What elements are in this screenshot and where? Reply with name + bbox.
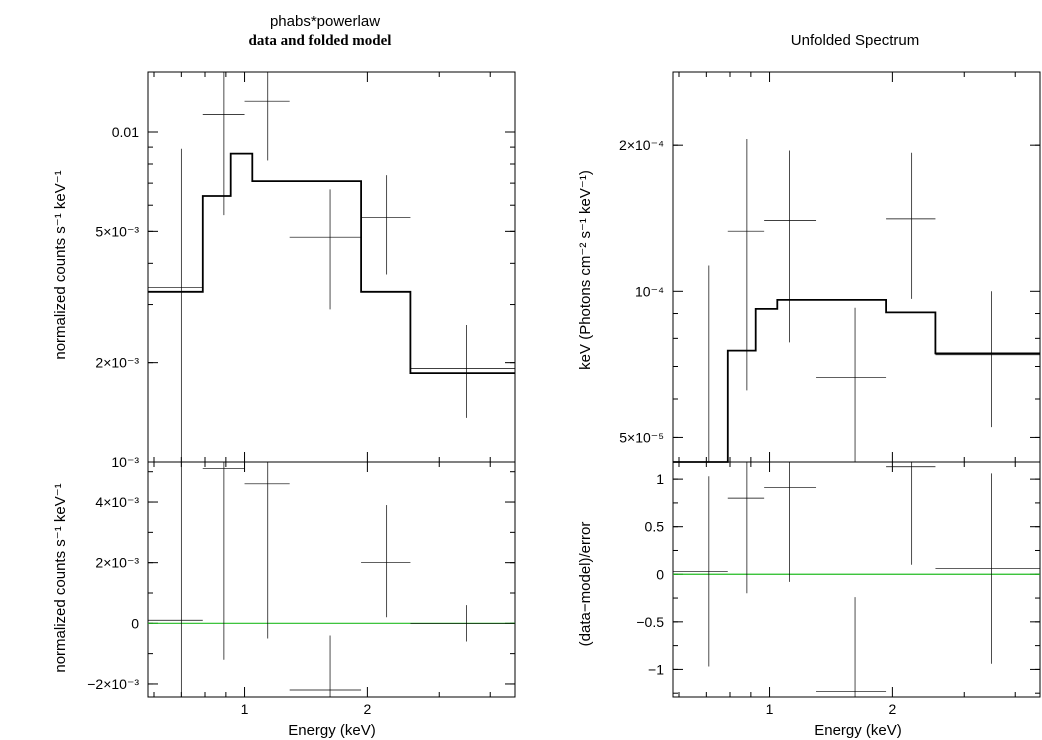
data-point [764,150,817,343]
left-top-ylabel: normalized counts s⁻¹ keV⁻¹ [52,170,69,359]
y-tick-label: 5×10⁻⁵ [619,429,664,445]
data-point [361,505,411,618]
data-point [886,152,936,299]
data-point [410,325,515,418]
y-tick-label: 1 [656,471,664,487]
left-subtitle: data and folded model [249,33,392,49]
y-tick-label: 2×10⁻³ [95,355,139,371]
y-tick-label: 2×10⁻⁴ [619,137,664,153]
right-title: Unfolded Spectrum [791,32,919,49]
left-title: phabs*powerlaw [270,13,380,30]
data-point [727,462,765,594]
y-tick-label: 0 [656,566,664,582]
data-point [816,597,887,697]
left-top-plot: 10⁻³ 2×10⁻³ 5×10⁻³ 0.01 [95,71,516,470]
data-point [148,462,203,697]
data-point [935,291,1040,428]
data-point [244,72,290,161]
y-tick-label: −1 [648,661,664,677]
data-point [361,175,411,275]
right-bottom-frame [672,461,1041,698]
x-tick-label: 2 [888,701,896,717]
data-point [673,476,728,667]
right-top-plot: 5×10⁻⁵ 10⁻⁴ 2×10⁻⁴ [619,71,1041,463]
data-point [816,307,887,462]
y-tick-label: 0.5 [645,519,665,535]
right-xlabel: Energy (keV) [814,722,902,739]
data-point [410,605,515,642]
x-tick-label: 1 [241,701,249,717]
data-point [727,138,765,391]
right-top-ylabel: keV (Photons cm⁻² s⁻¹ keV⁻¹) [577,170,594,370]
x-tick-label: 1 [766,701,774,717]
x-tick-label: 2 [363,701,371,717]
data-point [202,462,245,660]
data-point [886,462,936,565]
y-tick-label: 4×10⁻³ [95,494,139,510]
right-bottom-ylabel: (data−model)/error [577,522,594,647]
left-residual-plot: 1 2 −2×10⁻³ 0 2×10⁻³ 4×10⁻³ [87,461,516,717]
y-tick-label: −0.5 [636,614,664,630]
y-tick-label: −2×10⁻³ [87,676,139,692]
data-point [289,635,362,697]
data-point [764,462,817,582]
y-tick-label: 2×10⁻³ [95,555,139,571]
model-line [148,152,515,374]
y-tick-label: 0.01 [112,124,139,140]
right-residual-plot: 1 2 −1 −0.5 0 0.5 1 [636,461,1041,717]
left-bottom-frame [147,461,516,698]
model-line [673,299,1040,463]
data-point [289,189,362,310]
data-point [202,72,245,216]
y-tick-label: 0 [131,615,139,631]
left-xlabel: Energy (keV) [288,722,376,739]
y-tick-label: 10⁻³ [111,454,139,470]
data-point [148,148,203,462]
y-tick-label: 5×10⁻³ [95,223,139,239]
left-bottom-ylabel: normalized counts s⁻¹ keV⁻¹ [52,483,69,672]
y-tick-label: 10⁻⁴ [635,283,664,299]
data-point [935,473,1040,664]
data-point [244,462,290,639]
